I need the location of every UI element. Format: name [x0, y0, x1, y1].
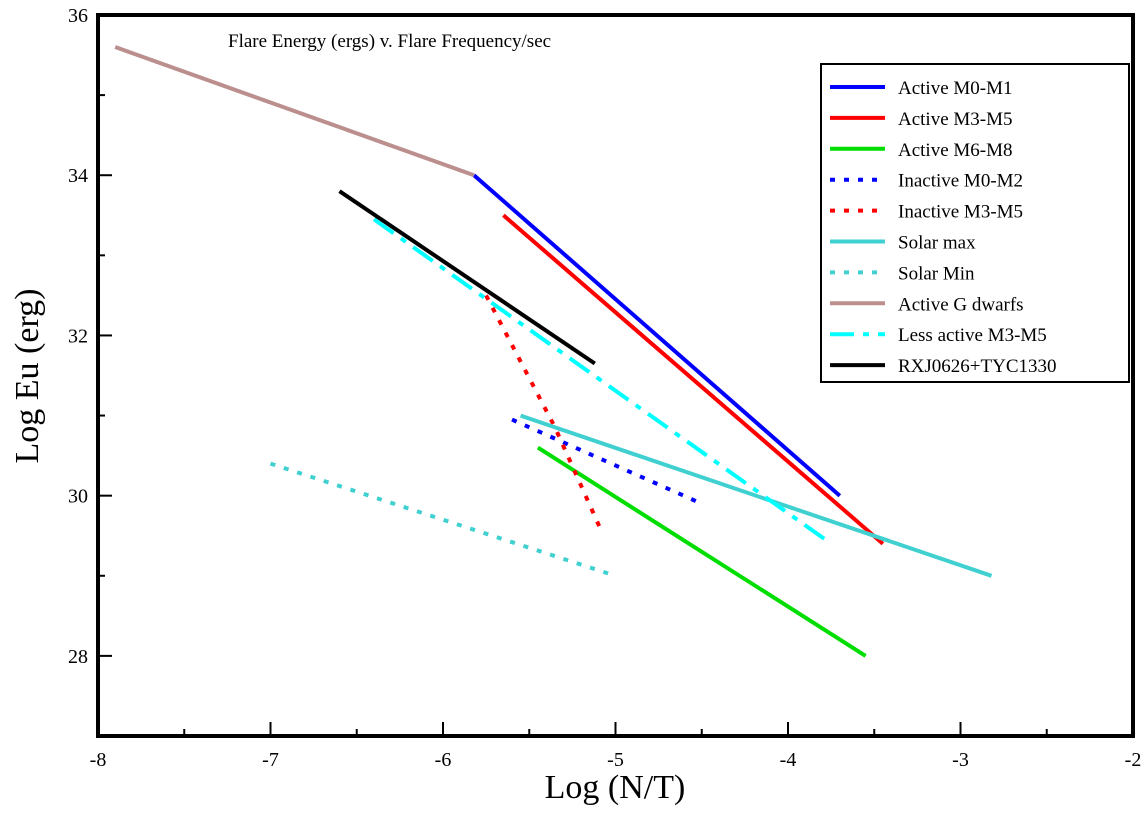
legend-label-9: Less active M3-M5: [898, 325, 1047, 346]
series-line-3: [536, 445, 867, 658]
y-tick-label: 32: [68, 325, 88, 347]
y-tick-label: 34: [68, 165, 88, 187]
legend-label-8: Active G dwarfs: [898, 294, 1024, 315]
x-tick-label: -5: [607, 749, 624, 771]
series-line-2: [502, 213, 885, 546]
series-line-1: [472, 173, 842, 498]
y-tick-label: 36: [68, 5, 88, 27]
legend-label-3: Active M6-M8: [898, 140, 1013, 161]
series-line-6: [519, 413, 993, 578]
x-tick-label: -7: [262, 749, 279, 771]
legend-label-1: Active M0-M1: [898, 78, 1013, 99]
y-tick-label: 30: [68, 486, 88, 508]
series-line-8: [114, 45, 475, 178]
ticks-layer: -8 -7 -6 -5 -4 -3 -2 28 30 32 34 36: [68, 5, 1141, 771]
legend-label-7: Solar Min: [898, 263, 975, 284]
y-tick-label: 28: [68, 646, 88, 668]
series-line-7: [269, 461, 617, 578]
x-tick-label: -4: [780, 749, 797, 771]
x-tick-label: -2: [1125, 749, 1142, 771]
legend-label-10: RXJ0626+TYC1330: [898, 356, 1057, 377]
legend: Active M0-M1 Active M3-M5 Active M6-M8 Inac…: [820, 63, 1130, 383]
x-tick-label: -6: [435, 749, 452, 771]
y-axis-title: Log Eu (erg): [9, 289, 46, 464]
series-line-9: [372, 217, 833, 546]
series-layer: [114, 45, 993, 658]
legend-label-5: Inactive M3-M5: [898, 202, 1023, 223]
x-tick-label: -3: [952, 749, 969, 771]
series-line-10: [338, 189, 596, 366]
x-tick-label: -8: [90, 749, 107, 771]
chart-title: Flare Energy (ergs) v. Flare Frequency/s…: [228, 31, 551, 52]
legend-label-2: Active M3-M5: [898, 109, 1013, 130]
x-axis-title: Log (N/T): [545, 769, 686, 806]
series-line-4: [511, 417, 703, 506]
legend-label-4: Inactive M0-M2: [898, 171, 1023, 192]
series-line-5: [484, 294, 604, 533]
legend-label-6: Solar max: [898, 233, 976, 254]
